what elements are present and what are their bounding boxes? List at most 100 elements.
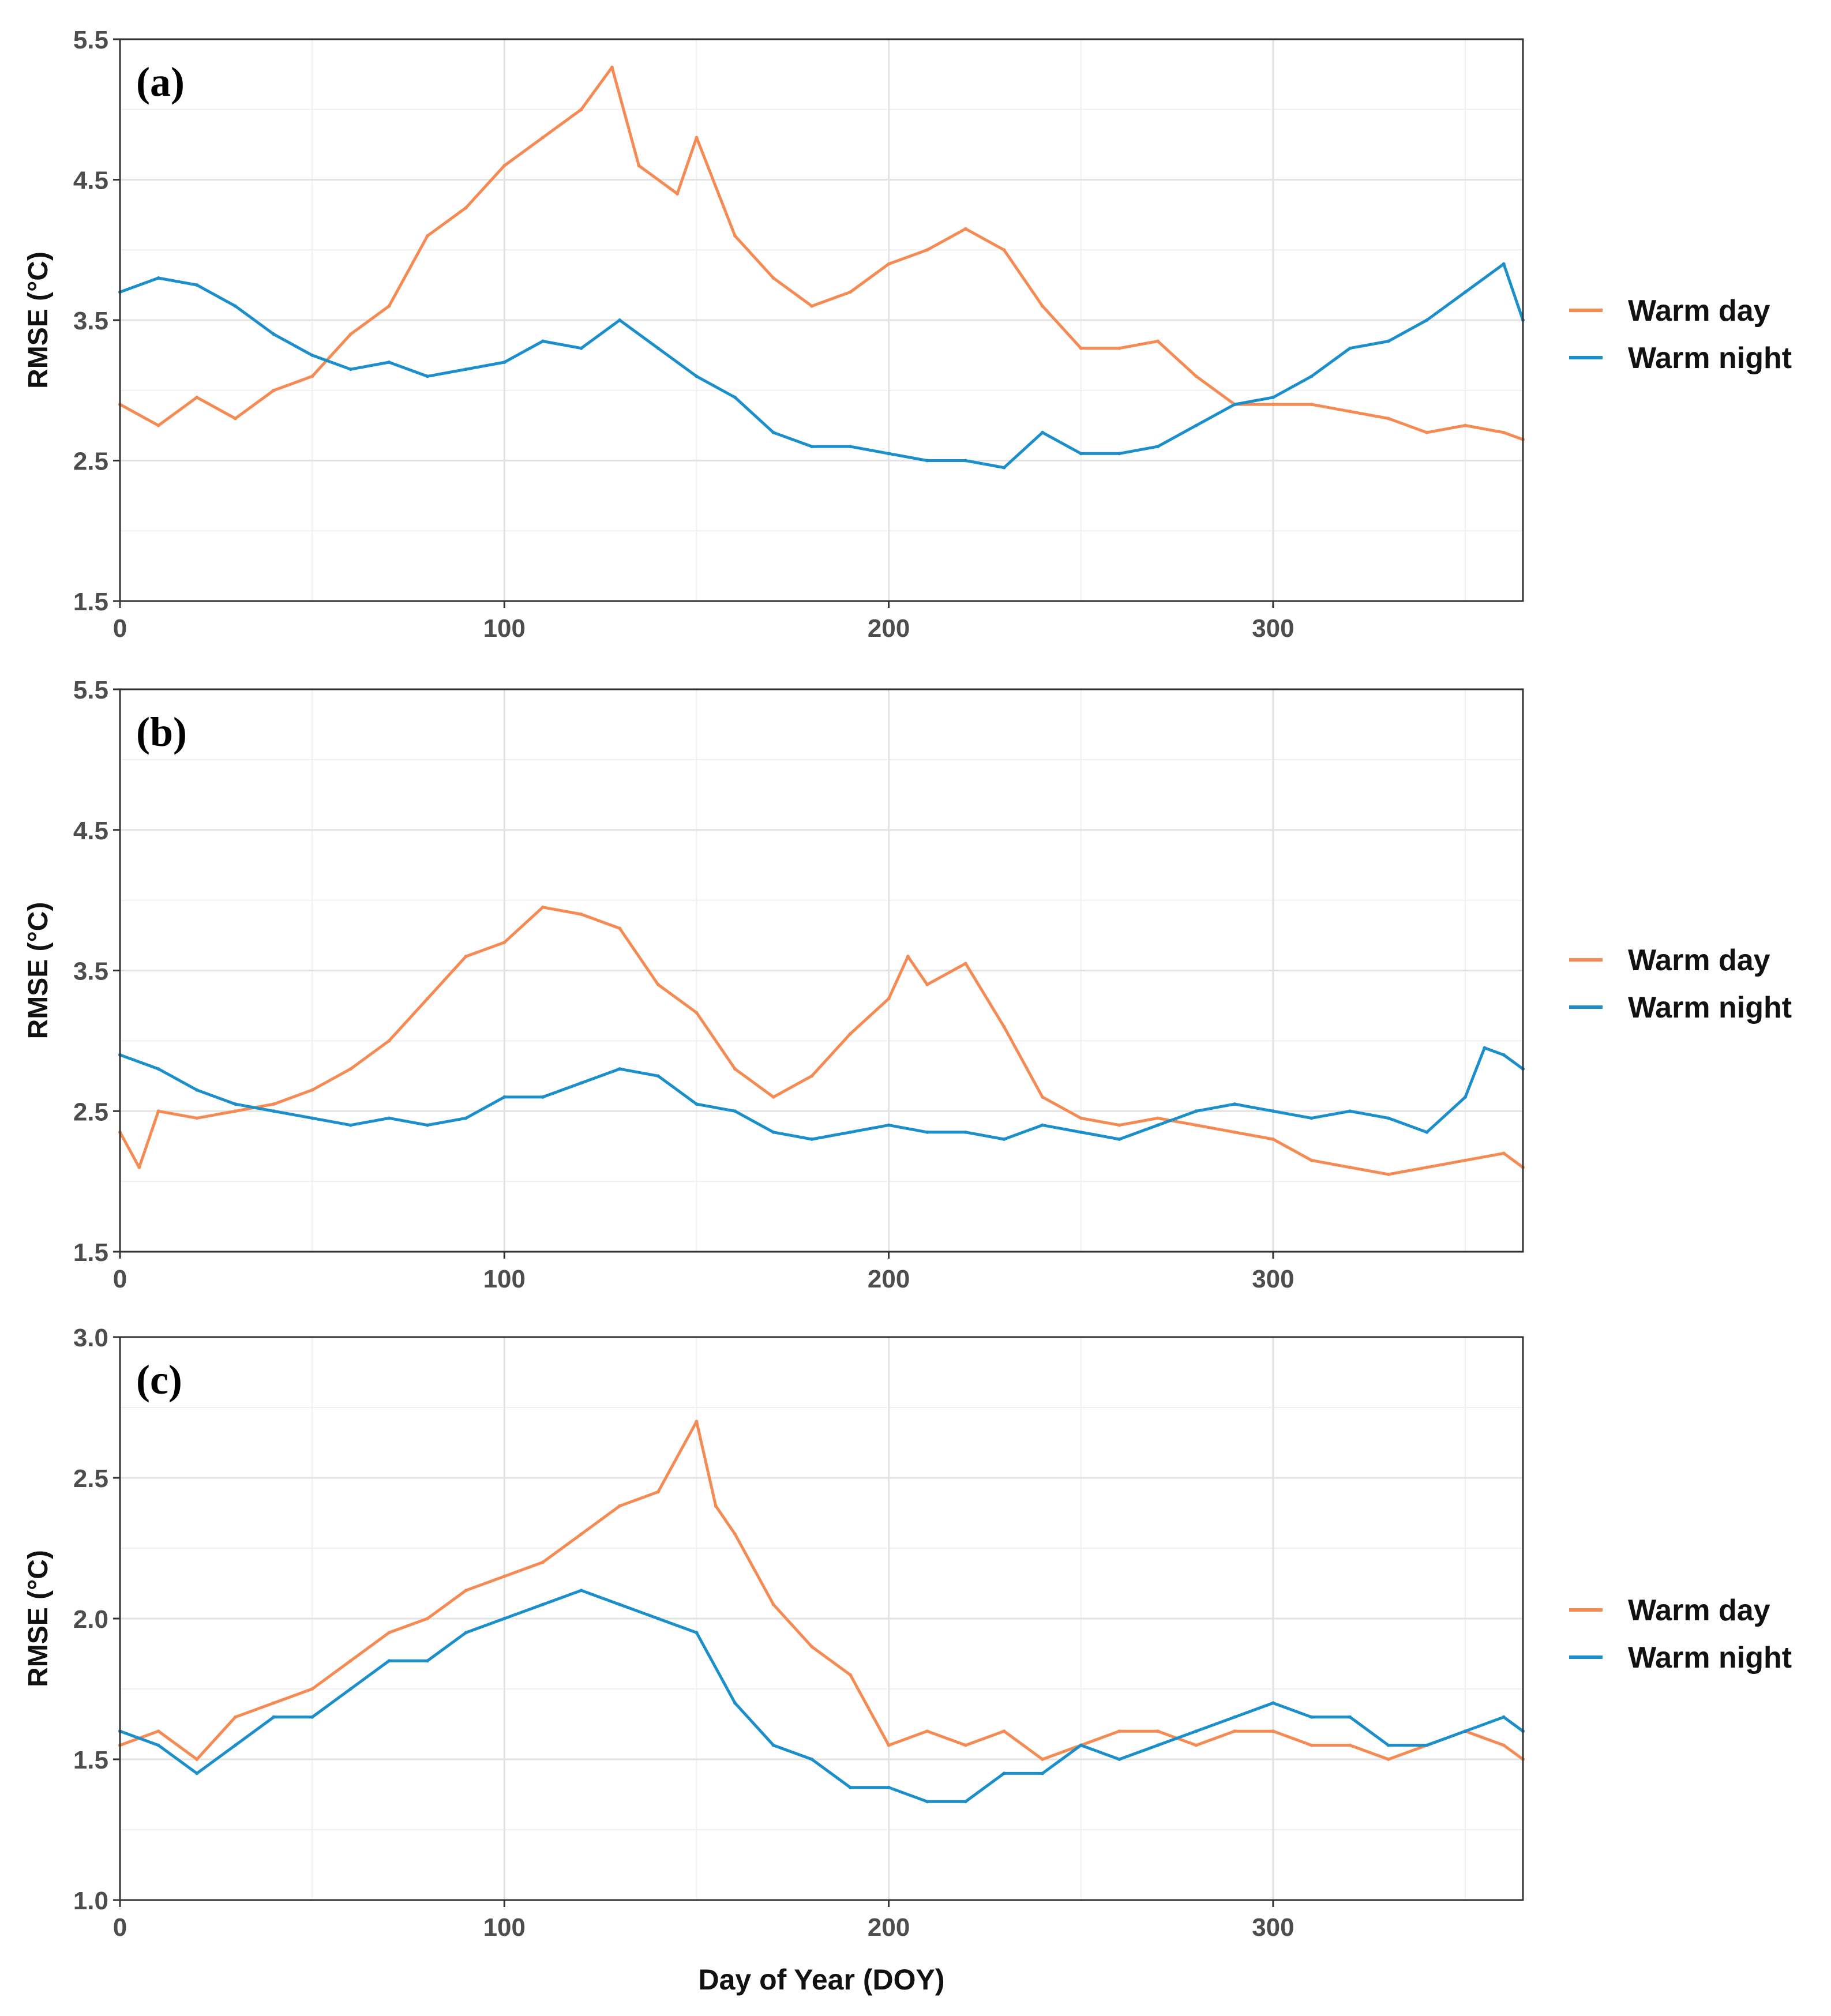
data-point-warm-day xyxy=(233,1715,237,1719)
data-point-warm-night xyxy=(233,304,237,308)
data-point-warm-night xyxy=(1310,1715,1314,1719)
data-point-warm-day xyxy=(1348,1743,1352,1747)
data-point-warm-day xyxy=(1156,1116,1160,1120)
data-point-warm-night xyxy=(541,1095,545,1099)
data-point-warm-day xyxy=(1271,1729,1275,1733)
data-point-warm-night xyxy=(426,1659,430,1663)
data-point-warm-night xyxy=(695,1631,699,1635)
data-point-warm-day xyxy=(1194,374,1198,378)
panel-label: (c) xyxy=(136,1357,182,1403)
data-point-warm-night xyxy=(1425,1743,1429,1747)
data-point-warm-night xyxy=(771,1130,775,1134)
legend-label-warm-night: Warm night xyxy=(1628,1641,1792,1675)
data-point-warm-day xyxy=(541,1560,545,1564)
data-point-warm-night xyxy=(1079,452,1083,456)
data-point-warm-night xyxy=(387,361,391,365)
data-point-warm-night xyxy=(195,1771,199,1775)
data-point-warm-day xyxy=(618,1504,622,1508)
data-point-warm-day xyxy=(848,290,852,294)
data-point-warm-day xyxy=(1079,1116,1083,1120)
data-point-warm-day xyxy=(137,1165,141,1169)
data-point-warm-day xyxy=(925,1729,929,1733)
data-point-warm-night xyxy=(310,1116,314,1120)
data-point-warm-day xyxy=(714,1504,718,1508)
data-point-warm-night xyxy=(426,374,430,378)
data-point-warm-day xyxy=(963,962,967,966)
data-point-warm-night xyxy=(195,283,199,287)
data-point-warm-day xyxy=(1502,430,1506,434)
data-point-warm-night xyxy=(156,1067,160,1071)
legend-label-warm-day: Warm day xyxy=(1628,944,1770,977)
series-line-warm-night xyxy=(119,1589,1524,1803)
data-point-warm-day xyxy=(1041,1095,1045,1099)
data-point-warm-day xyxy=(464,206,468,210)
data-point-warm-day xyxy=(656,982,660,986)
data-point-warm-day xyxy=(233,1109,237,1113)
data-point-warm-day xyxy=(887,262,891,266)
data-point-warm-night xyxy=(1079,1743,1083,1747)
chart-panel-a: 1.5 2.5 3.5 4.5 5.5 0 100 200 300 RMSE (°C) (a) War… xyxy=(23,26,1792,643)
data-point-warm-day xyxy=(1233,1729,1237,1733)
data-point-warm-night xyxy=(1002,1137,1006,1141)
data-point-warm-day xyxy=(1271,1137,1275,1141)
x-tick-label: 100 xyxy=(483,1913,526,1942)
series-line-warm-night xyxy=(119,262,1525,470)
data-point-warm-night xyxy=(272,1715,276,1719)
legend-label-warm-day: Warm day xyxy=(1628,1594,1770,1627)
data-point-warm-day xyxy=(387,1631,391,1635)
data-point-warm-night xyxy=(810,1758,814,1761)
x-tick-label: 300 xyxy=(1252,614,1294,643)
data-point-warm-day xyxy=(925,982,929,986)
data-point-warm-day xyxy=(1386,1172,1390,1176)
data-point-warm-day xyxy=(1348,410,1352,414)
data-point-warm-day xyxy=(1156,1729,1160,1733)
data-point-warm-night xyxy=(925,1800,929,1804)
data-point-warm-night xyxy=(1041,430,1045,434)
data-point-warm-day xyxy=(637,164,641,168)
data-point-warm-night xyxy=(618,1602,622,1606)
x-tick-label: 200 xyxy=(868,614,910,643)
y-tick-label: 2.5 xyxy=(73,1098,108,1126)
data-point-warm-night xyxy=(1386,339,1390,343)
data-point-warm-night xyxy=(1464,1729,1468,1733)
data-point-warm-night xyxy=(1233,1102,1237,1106)
data-point-warm-night xyxy=(925,459,929,463)
data-point-warm-day xyxy=(272,1701,276,1705)
data-point-warm-day xyxy=(733,234,737,238)
data-point-warm-night xyxy=(1233,403,1237,407)
y-tick-label: 3.5 xyxy=(73,958,108,986)
data-point-warm-day xyxy=(156,1109,160,1113)
data-point-warm-day xyxy=(1117,1123,1121,1127)
data-point-warm-night xyxy=(272,1109,276,1113)
data-point-warm-night xyxy=(387,1116,391,1120)
data-point-warm-day xyxy=(848,1673,852,1677)
legend: Warm day Warm night xyxy=(1569,1594,1792,1675)
data-point-warm-night xyxy=(502,1095,506,1099)
data-point-warm-day xyxy=(464,1589,468,1593)
legend: Warm day Warm night xyxy=(1569,294,1792,375)
data-point-warm-day xyxy=(348,1659,352,1663)
data-point-warm-day xyxy=(733,1067,737,1071)
data-point-warm-day xyxy=(656,1490,660,1494)
data-point-warm-day xyxy=(195,1116,199,1120)
data-point-warm-day xyxy=(771,1095,775,1099)
data-point-warm-day xyxy=(1117,1729,1121,1733)
y-tick-label: 4.5 xyxy=(73,817,108,845)
data-point-warm-night xyxy=(925,1130,929,1134)
data-point-warm-day xyxy=(272,1102,276,1106)
data-point-warm-night xyxy=(156,1743,160,1747)
data-point-warm-day xyxy=(1425,1165,1429,1169)
data-point-warm-day xyxy=(502,940,506,944)
data-point-warm-day xyxy=(695,1011,699,1015)
data-point-warm-night xyxy=(1002,1771,1006,1775)
data-point-warm-night xyxy=(156,276,160,280)
data-point-warm-night xyxy=(963,1800,967,1804)
data-point-warm-day xyxy=(387,304,391,308)
data-point-warm-night xyxy=(1483,1046,1487,1050)
data-point-warm-day xyxy=(348,1067,352,1071)
data-point-warm-night xyxy=(1502,1053,1506,1057)
data-point-warm-night xyxy=(464,1116,468,1120)
data-point-warm-day xyxy=(810,1074,814,1078)
data-point-warm-day xyxy=(618,926,622,930)
